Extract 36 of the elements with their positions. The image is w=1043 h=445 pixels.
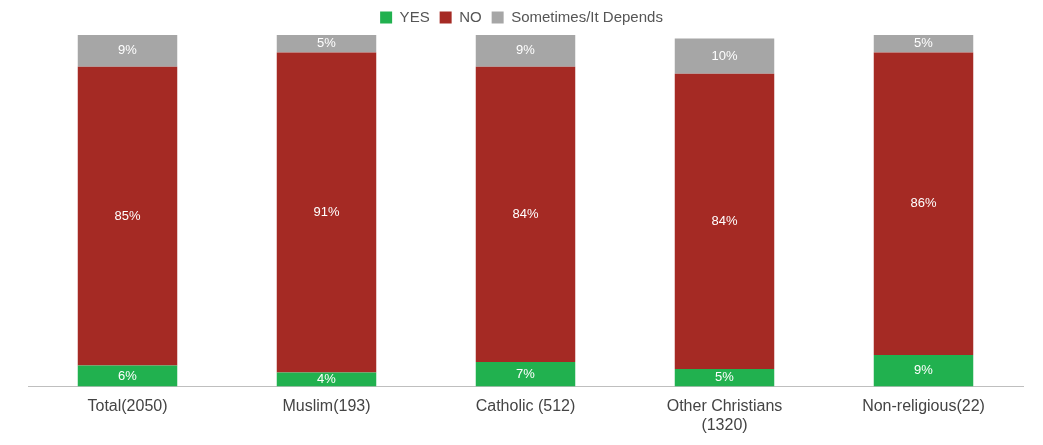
data-label: 9% bbox=[516, 42, 536, 58]
legend-label: NO bbox=[459, 7, 482, 25]
bar bbox=[77, 66, 178, 366]
bar bbox=[873, 354, 974, 387]
bar bbox=[873, 35, 974, 53]
bar bbox=[276, 35, 377, 53]
bar bbox=[674, 73, 775, 370]
data-label: 5% bbox=[715, 369, 735, 385]
data-label: 7% bbox=[516, 365, 536, 381]
bar bbox=[475, 361, 576, 387]
data-label: 10% bbox=[711, 47, 738, 63]
data-label: 5% bbox=[317, 35, 337, 51]
x-tick-label: Muslim(193) bbox=[282, 396, 371, 414]
data-label: 9% bbox=[914, 362, 934, 378]
legend-label: Sometimes/It Depends bbox=[511, 7, 663, 25]
bar bbox=[475, 35, 576, 67]
data-label: 91% bbox=[313, 204, 340, 220]
data-label: 84% bbox=[512, 205, 539, 221]
data-label: 86% bbox=[910, 195, 937, 211]
bar bbox=[873, 52, 974, 355]
bar bbox=[475, 66, 576, 362]
x-tick-label: Catholic (512) bbox=[475, 396, 576, 414]
data-label: 85% bbox=[114, 207, 141, 223]
x-tick-label: Other Christians (1320) bbox=[666, 396, 783, 433]
bar bbox=[276, 52, 377, 373]
data-label: 5% bbox=[914, 35, 934, 51]
x-tick-label: Total(2050) bbox=[87, 396, 168, 414]
data-label: 9% bbox=[118, 42, 138, 58]
data-label: 84% bbox=[711, 212, 738, 228]
bar bbox=[674, 38, 775, 74]
legend-label: YES bbox=[399, 7, 430, 25]
bar bbox=[674, 369, 775, 387]
data-label: 4% bbox=[317, 371, 337, 387]
bar bbox=[77, 35, 178, 67]
data-label: 6% bbox=[118, 367, 138, 383]
x-tick-label: Non-religious(22) bbox=[862, 396, 985, 414]
